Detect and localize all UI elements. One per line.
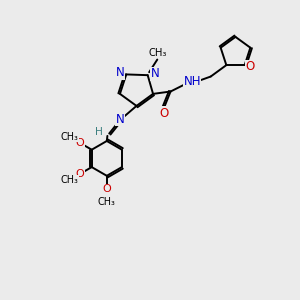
Text: N: N (151, 67, 159, 80)
Text: N: N (116, 113, 124, 126)
Text: CH₃: CH₃ (60, 132, 78, 142)
Text: H: H (95, 127, 103, 137)
Text: O: O (245, 60, 255, 73)
Text: NH: NH (183, 75, 201, 88)
Text: CH₃: CH₃ (60, 175, 78, 185)
Text: O: O (76, 169, 84, 179)
Text: CH₃: CH₃ (98, 197, 116, 207)
Text: N: N (116, 66, 125, 80)
Text: CH₃: CH₃ (149, 48, 167, 58)
Text: O: O (76, 138, 84, 148)
Text: O: O (159, 107, 169, 120)
Text: O: O (102, 184, 111, 194)
